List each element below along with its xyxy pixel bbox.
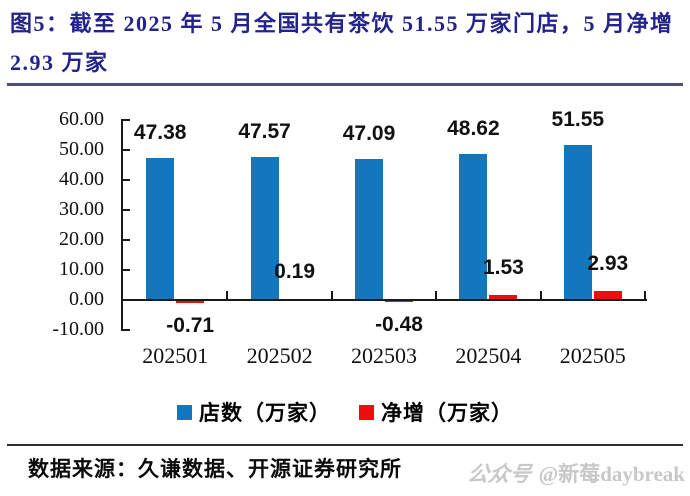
- net-increase-value-label: 1.53: [482, 256, 524, 280]
- y-axis-tick: [123, 209, 130, 211]
- y-axis-tick: [123, 239, 130, 241]
- store-count-bar: [459, 154, 488, 300]
- store-count-bar: [250, 157, 279, 300]
- net-increase-legend-swatch: [359, 404, 374, 420]
- y-axis-tick-label: 10.00: [59, 258, 104, 280]
- x-axis-tick: [226, 291, 229, 300]
- y-axis-tick: [123, 179, 130, 181]
- watermark-handle: @新莓daybreak: [538, 462, 685, 486]
- watermark-logo: 公众号: [465, 462, 533, 486]
- x-axis-end-tick: [644, 291, 646, 301]
- store-count-value-label: 47.38: [133, 120, 187, 144]
- store-count-bar: [355, 158, 383, 300]
- y-axis-tick: [123, 329, 130, 331]
- store-count-value-label: 48.62: [447, 117, 500, 141]
- y-axis-tick: [123, 119, 130, 121]
- net-increase-value-label: -0.71: [166, 314, 215, 338]
- legend-item-store-count: 店数（万家）: [177, 397, 331, 427]
- store-count-value-label: 47.09: [342, 121, 396, 145]
- net-increase-bar: [593, 291, 622, 300]
- net-increase-value-label: 2.93: [587, 252, 629, 276]
- data-source-text: 数据来源：久谦数据、开源证券研究所: [28, 457, 402, 481]
- title-divider: [7, 83, 683, 86]
- net-increase-legend-label: 净增（万家）: [381, 401, 513, 425]
- x-axis-tick-label: 202505: [559, 343, 626, 368]
- store-count-value-label: 47.57: [238, 120, 291, 144]
- net-increase-bar: [176, 301, 205, 304]
- x-axis-tick: [330, 291, 333, 300]
- store-count-bar: [146, 157, 175, 300]
- x-axis-line: [121, 299, 647, 301]
- chart-plot: 60.00 50.00 40.00 30.00 20.00 10.00 0.00 -10.00…: [52, 108, 647, 368]
- net-increase-value-label: 0.19: [274, 260, 316, 284]
- chart-legend: 店数（万家） 净增（万家）: [0, 399, 690, 425]
- y-axis-tick-label: 20.00: [59, 228, 104, 250]
- y-axis-tick: [123, 149, 130, 151]
- figure-title: 图5：截至 2025 年 5 月全国共有茶饮 51.55 万家门店，5 月净增 …: [10, 11, 674, 75]
- x-axis-tick: [435, 291, 438, 300]
- store-count-bar: [563, 145, 592, 300]
- x-axis-tick-label: 202504: [455, 343, 522, 368]
- x-axis-tick: [539, 291, 542, 300]
- net-increase-bar: [489, 295, 518, 300]
- y-axis-tick-label: 60.00: [59, 108, 104, 130]
- y-axis-tick-label: 50.00: [59, 138, 104, 160]
- store-count-legend-swatch: [177, 404, 192, 420]
- watermark: 公众号 @新莓daybreak: [465, 458, 685, 488]
- y-axis-line: [121, 119, 123, 331]
- y-axis-tick: [123, 269, 130, 271]
- net-increase-value-label: -0.48: [375, 313, 423, 337]
- x-axis-tick-label: 202503: [350, 343, 417, 368]
- y-axis-tick-label: 30.00: [59, 198, 104, 220]
- footer-divider: [7, 444, 683, 446]
- store-count-value-label: 51.55: [551, 108, 605, 132]
- net-increase-bar: [385, 301, 413, 303]
- y-axis-tick-label: 40.00: [59, 168, 104, 190]
- y-axis-tick-label: -10.00: [52, 318, 104, 340]
- y-axis-tick-label: 0.00: [69, 288, 104, 310]
- store-count-legend-label: 店数（万家）: [199, 401, 331, 425]
- x-axis-tick-label: 202501: [142, 343, 209, 368]
- x-axis-tick-label: 202502: [246, 343, 313, 368]
- legend-item-net-increase: 净增（万家）: [359, 397, 513, 427]
